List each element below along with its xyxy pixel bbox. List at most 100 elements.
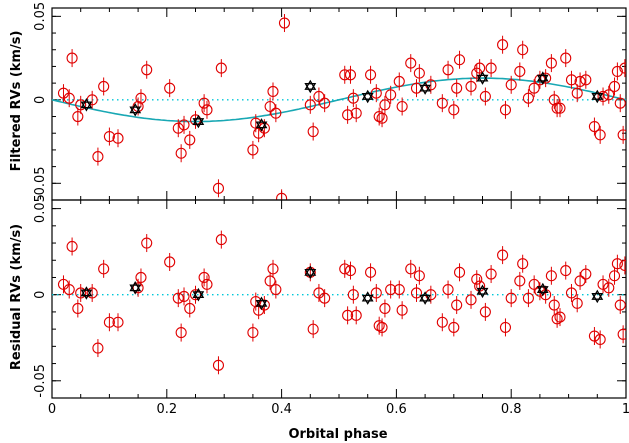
rv-point xyxy=(75,99,87,111)
rv-point xyxy=(350,107,362,119)
binned-star xyxy=(304,79,317,94)
rv-point xyxy=(554,102,566,114)
rv-point xyxy=(215,234,227,246)
rv-point xyxy=(528,278,540,290)
rv-point xyxy=(614,299,626,311)
binned-star xyxy=(419,81,432,95)
rv-point xyxy=(505,79,517,91)
rv-point xyxy=(517,258,529,270)
rv-point xyxy=(189,289,202,301)
y-tick-label: 0.05 xyxy=(33,2,48,31)
rv-point xyxy=(617,129,626,141)
rv-point xyxy=(479,90,491,103)
rv-point xyxy=(565,287,578,299)
rv-point xyxy=(112,316,124,328)
x-tick-label: 0.4 xyxy=(271,402,292,417)
y-tick-label: 0 xyxy=(33,291,48,299)
rv-point xyxy=(597,90,609,103)
rv-point xyxy=(396,100,408,113)
rv-point xyxy=(396,304,408,316)
rv-point xyxy=(551,102,563,114)
rv-point xyxy=(247,327,259,339)
rv-point xyxy=(376,321,388,333)
y-axis-title-residual: Residual RVs (km/s) xyxy=(9,224,24,370)
rv-point xyxy=(522,92,534,104)
rv-point xyxy=(132,282,144,294)
rv-point xyxy=(617,328,626,340)
rv-point xyxy=(465,294,477,306)
rv-point xyxy=(72,302,84,315)
rv-point xyxy=(86,287,98,299)
binned-star xyxy=(255,296,268,311)
rv-point xyxy=(63,92,75,104)
rv-point xyxy=(376,112,388,124)
rv-point xyxy=(112,132,124,144)
rv-point xyxy=(175,327,187,339)
y-tick-label: 0.05 xyxy=(33,194,48,223)
rv-point xyxy=(448,321,460,333)
rv-point xyxy=(135,92,147,104)
rv-point xyxy=(565,74,578,86)
rv-point xyxy=(614,97,626,109)
rv-point xyxy=(198,271,210,284)
rv-point xyxy=(540,72,552,84)
binned-star xyxy=(476,284,489,299)
rv-point xyxy=(350,309,362,321)
rv-point xyxy=(451,82,463,94)
rv-point xyxy=(554,311,566,323)
rv-point xyxy=(522,292,534,304)
binned-star xyxy=(536,282,549,297)
rv-point xyxy=(497,39,509,51)
rv-point xyxy=(201,104,213,116)
rv-point xyxy=(172,292,184,304)
rv-point xyxy=(448,104,460,116)
rv-point xyxy=(545,270,557,282)
rv-point xyxy=(551,313,563,325)
rv-point xyxy=(571,297,583,309)
rv-point xyxy=(514,275,526,287)
binned-star xyxy=(129,280,142,295)
rv-point xyxy=(603,282,615,294)
binned-star xyxy=(80,97,93,112)
rv-point xyxy=(212,359,225,371)
rv-point xyxy=(436,316,448,328)
rv-point xyxy=(178,119,190,131)
rv-point xyxy=(342,109,354,121)
rv-point xyxy=(344,265,357,277)
rv-point xyxy=(264,275,276,287)
binned-star xyxy=(591,289,604,304)
rv-point xyxy=(313,90,325,103)
rv-point xyxy=(485,268,497,280)
rv-point xyxy=(319,97,331,109)
rv-point xyxy=(178,290,190,302)
binned-star xyxy=(361,89,374,104)
rv-point xyxy=(66,52,78,64)
rv-point xyxy=(365,69,377,81)
rv-point xyxy=(267,263,279,275)
data-points xyxy=(57,14,626,200)
rv-point xyxy=(474,62,486,74)
binned-star xyxy=(591,89,604,104)
rv-point xyxy=(365,266,377,278)
rv-point xyxy=(442,283,454,296)
rv-point xyxy=(347,92,359,104)
rv-point xyxy=(619,259,626,271)
rv-point xyxy=(560,52,572,64)
rv-point xyxy=(413,67,425,79)
binned-star xyxy=(304,265,317,280)
rv-point xyxy=(393,75,405,88)
rv-point xyxy=(307,125,319,138)
rv-point xyxy=(405,57,417,69)
rv-point xyxy=(608,80,621,93)
rv-point xyxy=(597,278,609,290)
rv-point xyxy=(465,80,477,93)
rv-point xyxy=(379,99,391,111)
rv-point xyxy=(175,147,187,159)
rv-point xyxy=(267,85,279,98)
filtered-rv-panel: 0.05 0 -0.05 xyxy=(33,2,627,201)
rv-point xyxy=(499,321,512,333)
rv-point xyxy=(270,107,282,119)
rv-point xyxy=(485,62,497,74)
x-tick-label: 0.8 xyxy=(501,402,522,417)
rv-point xyxy=(276,192,288,200)
